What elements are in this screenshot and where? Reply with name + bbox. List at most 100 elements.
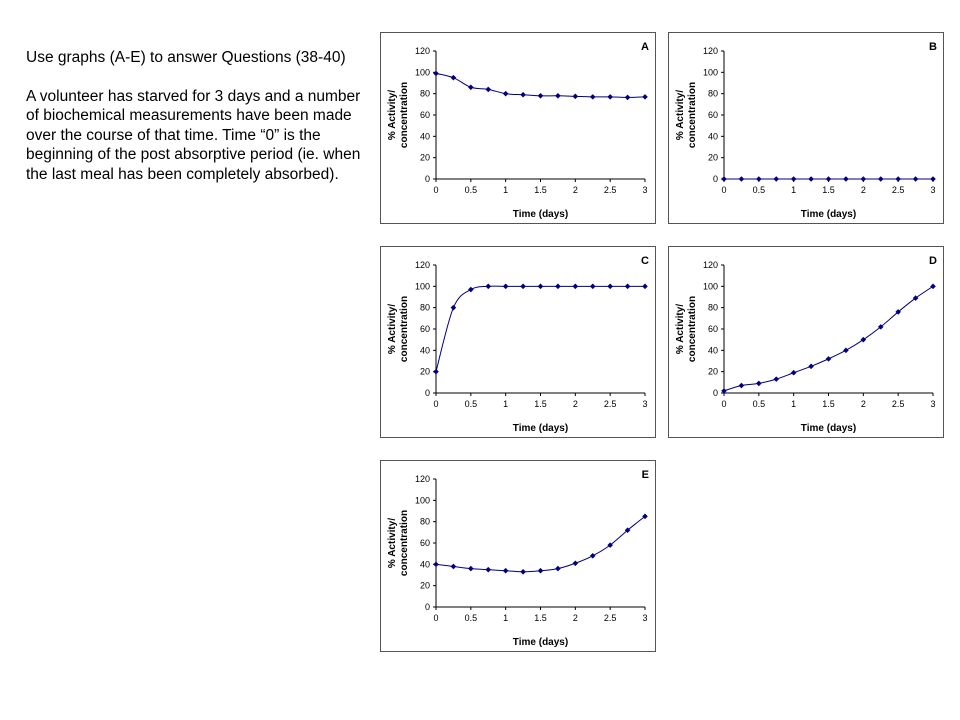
x-tick-label: 3 — [642, 185, 647, 195]
data-point-marker — [485, 283, 492, 290]
data-point-marker — [555, 283, 561, 290]
y-tick-label: 20 — [420, 581, 430, 591]
data-point-marker — [468, 286, 474, 293]
data-point-marker — [756, 380, 762, 387]
chart-panel-c: 0 20 40 60 80 100 120 0 0.5 1 1.5 2 2.5 3 Time (days)%… — [380, 246, 656, 438]
x-tick-label: 1.5 — [822, 185, 835, 195]
data-point-marker — [843, 347, 849, 354]
y-tick-label: 0 — [425, 388, 430, 398]
x-tick-label: 0 — [433, 185, 438, 195]
y-tick-label: 0 — [425, 174, 430, 184]
data-point-marker — [450, 304, 457, 311]
data-point-marker — [790, 369, 797, 376]
y-tick-label: 80 — [420, 517, 430, 527]
x-tick-label: 1 — [791, 185, 796, 195]
data-point-marker — [930, 176, 936, 182]
y-tick-label: 20 — [420, 367, 430, 377]
x-tick-label: 2 — [861, 399, 866, 409]
y-tick-label: 120 — [703, 260, 718, 270]
chart-panel-letter: A — [641, 41, 649, 53]
x-tick-label: 0 — [721, 399, 726, 409]
series-line — [435, 285, 645, 372]
data-point-marker — [450, 563, 457, 570]
data-point-marker — [520, 91, 526, 98]
data-point-marker — [555, 565, 561, 572]
chart-panel-letter: E — [642, 469, 649, 481]
instructions-body: A volunteer has starved for 3 days and a… — [26, 87, 361, 183]
data-point-marker — [485, 566, 492, 573]
y-axis-title-line-2: concentration — [399, 510, 410, 576]
x-tick-label: 1.5 — [534, 399, 547, 409]
x-tick-label: 0.5 — [465, 185, 478, 195]
data-point-marker — [790, 176, 797, 182]
x-axis-title: Time (days) — [801, 423, 856, 434]
x-tick-label: 3 — [642, 613, 647, 623]
y-axis-title-line-2: concentration — [687, 82, 698, 148]
y-tick-label: 20 — [420, 153, 430, 163]
data-point-marker — [808, 176, 814, 182]
y-tick-label: 20 — [708, 367, 718, 377]
data-point-marker — [930, 283, 936, 290]
chart-panel-letter: D — [929, 255, 937, 267]
data-point-marker — [721, 388, 727, 394]
y-tick-label: 120 — [415, 260, 430, 270]
x-tick-label: 0 — [721, 185, 726, 195]
x-tick-label: 1.5 — [534, 185, 547, 195]
x-tick-label: 1.5 — [534, 613, 547, 623]
y-axis-title-line-2: concentration — [399, 296, 410, 362]
x-tick-label: 2 — [573, 399, 578, 409]
data-point-marker — [520, 569, 526, 575]
x-tick-label: 1 — [503, 185, 508, 195]
data-point-marker — [589, 283, 596, 290]
x-tick-label: 2.5 — [604, 613, 617, 623]
data-point-marker — [825, 356, 832, 362]
x-axis-title: Time (days) — [513, 209, 568, 220]
y-axis-title-line-2: concentration — [399, 82, 410, 148]
data-point-marker — [468, 84, 474, 91]
y-tick-label: 80 — [708, 89, 718, 99]
y-tick-label: 80 — [420, 303, 430, 313]
y-axis-title-line-1: % Activity/ — [675, 304, 686, 354]
data-point-marker — [468, 565, 474, 572]
y-tick-label: 100 — [415, 281, 430, 291]
data-point-marker — [624, 527, 631, 533]
data-point-marker — [485, 86, 492, 93]
x-tick-label: 3 — [642, 399, 647, 409]
chart-d: 0 20 40 60 80 100 120 0 0.5 1 1.5 2 2.5 3 Time (days)%… — [675, 255, 937, 434]
data-point-marker — [721, 176, 727, 182]
data-point-marker — [502, 567, 509, 574]
data-point-marker — [642, 94, 648, 100]
x-tick-label: 0.5 — [465, 613, 478, 623]
data-point-marker — [860, 176, 867, 182]
x-tick-label: 3 — [930, 399, 935, 409]
y-tick-label: 120 — [703, 46, 718, 56]
chart-b: 0 20 40 60 80 100 120 0 0.5 1 1.5 2 2.5 3 Time (days)%… — [675, 41, 937, 220]
x-tick-label: 1 — [791, 399, 796, 409]
x-tick-label: 0.5 — [753, 185, 766, 195]
y-tick-label: 100 — [703, 67, 718, 77]
x-axis-title: Time (days) — [513, 637, 568, 648]
data-point-marker — [808, 363, 814, 370]
instructions-text: Use graphs (A-E) to answer Questions (38… — [26, 48, 376, 203]
instructions-heading: Use graphs (A-E) to answer Questions (38… — [26, 49, 346, 66]
x-tick-label: 2 — [573, 613, 578, 623]
x-tick-label: 0.5 — [753, 399, 766, 409]
data-point-marker — [773, 376, 780, 382]
x-axis-title: Time (days) — [801, 209, 856, 220]
data-point-marker — [537, 93, 544, 99]
data-point-marker — [738, 382, 745, 389]
y-tick-label: 40 — [420, 559, 430, 569]
x-tick-label: 0.5 — [465, 399, 478, 409]
y-tick-label: 40 — [420, 131, 430, 141]
data-point-marker — [450, 74, 457, 81]
y-tick-label: 100 — [415, 495, 430, 505]
data-point-marker — [912, 176, 919, 182]
y-tick-label: 100 — [415, 67, 430, 77]
data-point-marker — [572, 283, 579, 290]
y-tick-label: 80 — [708, 303, 718, 313]
data-point-marker — [572, 93, 579, 100]
x-tick-label: 2 — [861, 185, 866, 195]
y-tick-label: 120 — [415, 46, 430, 56]
x-tick-label: 1.5 — [822, 399, 835, 409]
x-tick-label: 2 — [573, 185, 578, 195]
